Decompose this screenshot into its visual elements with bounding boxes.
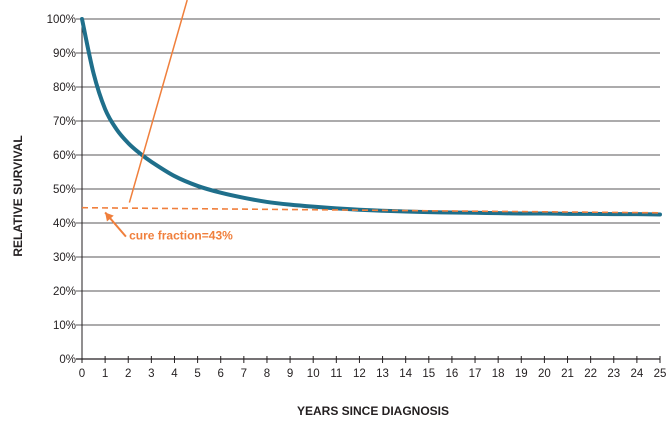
y-tick-label: 50% [53, 184, 76, 196]
grid-lines [76, 18, 660, 360]
y-tick-labels: 0% 10% 20% 30% 40% 50% 60% 70% 80% 90% 100% [47, 14, 76, 366]
cure-fraction-arrowhead [105, 212, 114, 222]
x-tick-label: 8 [264, 368, 270, 380]
series-layer [80, 17, 662, 217]
x-tick-label: 16 [446, 368, 459, 380]
x-axis [81, 356, 661, 363]
y-tick-label: 20% [53, 286, 76, 298]
y-tick-label: 60% [53, 150, 76, 162]
y-axis-label: RELATIVE SURVIVAL [11, 135, 25, 256]
x-tick-label: 2 [125, 368, 131, 380]
x-tick-label: 3 [148, 368, 154, 380]
x-tick-label: 14 [399, 368, 412, 380]
y-tick-label: 30% [53, 252, 76, 264]
x-tick-label: 20 [538, 368, 551, 380]
x-tick-label: 12 [353, 368, 366, 380]
x-tick-label: 9 [287, 368, 293, 380]
x-tick-label: 0 [79, 368, 85, 380]
x-tick-label: 5 [194, 368, 200, 380]
y-tick-label: 0% [59, 354, 76, 366]
x-tick-label: 24 [630, 368, 643, 380]
x-tick-label: 25 [654, 368, 667, 380]
x-tick-label: 6 [218, 368, 224, 380]
survival-curve [80, 17, 662, 217]
x-tick-label: 19 [515, 368, 528, 380]
x-tick-label: 18 [492, 368, 505, 380]
y-tick-label: 90% [53, 48, 76, 60]
y-tick-label: 80% [53, 82, 76, 94]
x-tick-label: 15 [422, 368, 435, 380]
y-tick-label: 40% [53, 218, 76, 230]
x-axis-label: YEARS SINCE DIAGNOSIS [297, 404, 449, 418]
x-tick-label: 22 [584, 368, 597, 380]
y-tick-label: 100% [47, 14, 76, 26]
cure-fraction-line [81, 206, 661, 214]
x-tick-label: 13 [376, 368, 389, 380]
x-tick-label: 17 [469, 368, 482, 380]
cure-fraction-label: cure fraction=43% [129, 228, 233, 242]
x-tick-label: 1 [102, 368, 108, 380]
x-tick-label: 11 [330, 368, 342, 380]
slope-line [128, 0, 188, 203]
x-tick-label: 7 [241, 368, 247, 380]
annotation-layer: cure fraction=43% [81, 0, 661, 242]
x-tick-label: 10 [307, 368, 320, 380]
y-tick-label: 70% [53, 116, 76, 128]
x-tick-label: 4 [171, 368, 178, 380]
y-tick-label: 10% [53, 320, 76, 332]
x-tick-label: 21 [561, 368, 574, 380]
x-tick-labels: 0 1 2 3 4 5 6 7 8 9 10 11 12 13 14 15 16 17 18 19 20 21 22 23 24… [79, 368, 667, 380]
x-tick-label: 23 [607, 368, 620, 380]
